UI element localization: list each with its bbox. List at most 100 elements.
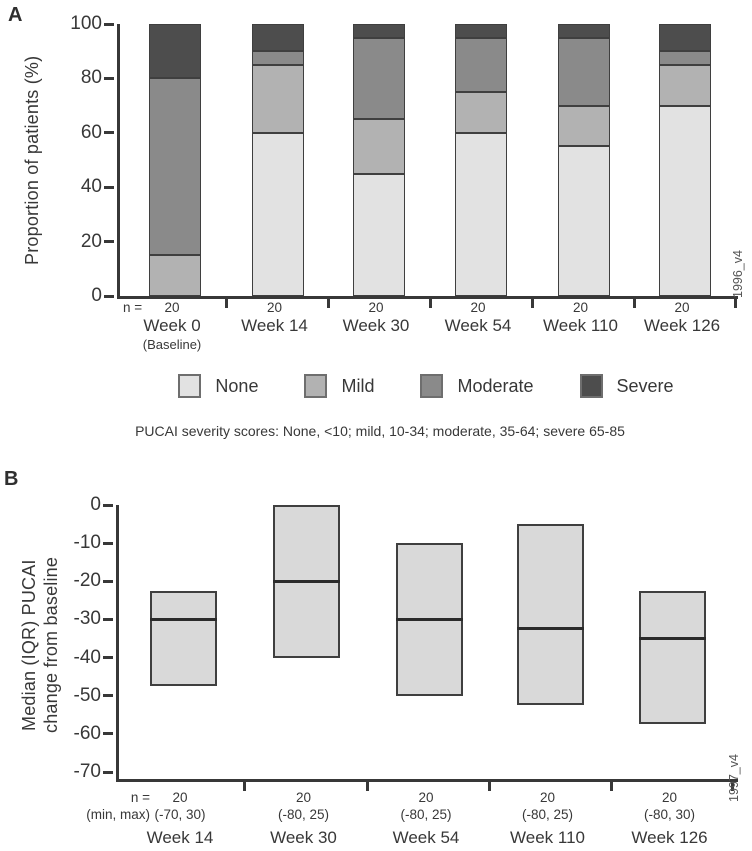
bar-segment-mild bbox=[353, 119, 405, 174]
legend-item-none: None bbox=[178, 374, 258, 398]
panel-b-n-equals-label: n = bbox=[130, 790, 150, 805]
panel-a-plot-area: 0 20 40 60 80 100 bbox=[70, 13, 738, 308]
panel-b-week-label: Week 110 bbox=[510, 828, 585, 847]
panel-a-category-labels: n = 20 Week 0 (Baseline) 20 Week 14 20 Week 30 2… bbox=[117, 299, 735, 359]
legend-item-moderate: Moderate bbox=[420, 374, 534, 398]
panel-b-y-tick-label: -50 bbox=[73, 684, 101, 706]
legend-item-severe: Severe bbox=[579, 374, 674, 398]
bar-segment-mild bbox=[149, 255, 201, 296]
panel-a-side-watermark: 1996_v4 bbox=[731, 250, 745, 298]
panel-a-week-label: Week 0 bbox=[143, 316, 201, 335]
panel-a-y-tick-label: 100 bbox=[70, 13, 102, 34]
panel-b-y-tick bbox=[103, 770, 113, 774]
panel-b-y-tick-label: -20 bbox=[73, 570, 101, 592]
panel-b-n-value: 20 bbox=[539, 790, 556, 805]
median-line bbox=[395, 617, 463, 621]
bar-segment-severe bbox=[659, 24, 711, 52]
panel-a-week-label: Week 110 bbox=[543, 316, 618, 335]
panel-b-minmax-value: (-80, 30) bbox=[643, 807, 696, 822]
panel-b-y-tick bbox=[103, 541, 113, 545]
panel-b-y-tick-label: -70 bbox=[73, 761, 101, 782]
bar-segment-severe bbox=[149, 24, 201, 79]
bar-segment-moderate bbox=[149, 78, 201, 256]
panel-a-y-tick-label: 0 bbox=[91, 285, 102, 306]
panel-a-n-value: 20 bbox=[266, 300, 283, 315]
panel-b-week-label: Week 14 bbox=[146, 828, 214, 847]
panel-a-y-tick-label: 80 bbox=[80, 67, 102, 89]
bar-segment-none bbox=[659, 105, 711, 296]
legend-label-severe: Severe bbox=[616, 375, 674, 396]
legend-label-moderate: Moderate bbox=[457, 375, 534, 396]
bar-segment-severe bbox=[557, 24, 610, 38]
panel-b-week-label: Week 54 bbox=[392, 828, 460, 847]
panel-b-minmax-value: (-80, 25) bbox=[400, 807, 452, 822]
panel-b-category-labels: n = (min, max) 20 (-70, 30) Week 14 20 (-80, 2… bbox=[86, 790, 735, 850]
panel-b-x-tick bbox=[610, 782, 613, 791]
bar-segment-none bbox=[455, 132, 507, 296]
legend-swatch-none bbox=[178, 374, 202, 398]
panel-a-y-axis-label: Proportion of patients (%) bbox=[22, 55, 42, 265]
panel-a-x-tick bbox=[734, 299, 737, 308]
panel-a-week-label: Week 30 bbox=[342, 316, 410, 335]
bar-segment-moderate bbox=[557, 37, 610, 106]
panel-a-n-value: 20 bbox=[164, 300, 180, 315]
panel-a-y-tick bbox=[104, 240, 114, 244]
panel-b-n-value: 20 bbox=[418, 790, 434, 805]
panel-a-x-tick bbox=[632, 299, 636, 308]
panel-b-n-value: 20 bbox=[172, 790, 188, 805]
median-line bbox=[639, 637, 706, 640]
panel-b-y-tick-label: -60 bbox=[73, 722, 101, 744]
panel-b-side-watermark: 1997_v4 bbox=[727, 754, 741, 802]
panel-a-week-label: Week 54 bbox=[444, 316, 512, 335]
panel-a-y-tick bbox=[104, 294, 114, 298]
panel-b-x-tick bbox=[488, 782, 492, 791]
panel-a-y-tick bbox=[104, 22, 114, 26]
panel-b-y-tick-label: -30 bbox=[73, 608, 101, 630]
panel-a-n-equals-label: n = bbox=[123, 300, 143, 315]
median-line bbox=[517, 627, 584, 631]
panel-b-y-tick bbox=[103, 503, 113, 507]
panel-b-y-axis-label-line1: Median (IQR) PUCAI bbox=[19, 559, 39, 731]
panel-b-y-tick-label: -10 bbox=[73, 532, 101, 554]
legend-item-mild: Mild bbox=[304, 374, 374, 398]
legend-label-none: None bbox=[215, 375, 259, 396]
legend-swatch-mild bbox=[304, 374, 328, 398]
panel-b-minmax-value: (-80, 25) bbox=[277, 807, 330, 822]
bar-segment-moderate bbox=[251, 51, 304, 65]
panel-b-week-label: Week 126 bbox=[631, 828, 708, 847]
panel-a-week-label: Week 126 bbox=[643, 316, 721, 335]
bar-segment-none bbox=[251, 132, 304, 296]
panel-b-y-tick bbox=[103, 617, 113, 621]
legend-swatch-moderate bbox=[420, 374, 444, 398]
bar-segment-mild bbox=[659, 64, 711, 106]
panel-a-y-tick bbox=[104, 131, 114, 135]
bar-segment-severe bbox=[353, 24, 405, 38]
panel-a-x-tick bbox=[428, 299, 432, 308]
bar-segment-mild bbox=[455, 92, 507, 133]
bar-segment-mild bbox=[557, 105, 610, 147]
iqr-box bbox=[639, 590, 706, 725]
iqr-box bbox=[517, 524, 584, 706]
panel-a-x-tick bbox=[326, 299, 330, 308]
bar-segment-none bbox=[353, 173, 405, 296]
bar-segment-moderate bbox=[659, 51, 711, 65]
panel-b-week-label: Week 30 bbox=[270, 828, 337, 847]
panel-b-y-tick bbox=[103, 656, 113, 660]
panel-b-y-tick bbox=[103, 694, 113, 698]
panel-b-minmax-value: (-70, 30) bbox=[154, 807, 206, 822]
panel-a-y-tick-label: 40 bbox=[80, 176, 102, 198]
panel-a-n-value: 20 bbox=[674, 300, 690, 315]
legend-swatch-severe bbox=[579, 374, 603, 398]
panel-a-x-tick bbox=[530, 299, 534, 308]
panel-b-x-tick bbox=[366, 782, 370, 791]
panel-a-n-value: 20 bbox=[368, 300, 384, 315]
panel-a-week-label: Week 14 bbox=[241, 316, 308, 335]
bar-segment-moderate bbox=[455, 37, 507, 92]
panel-b-n-value: 20 bbox=[295, 790, 312, 805]
panel-b-minmax-label: (min, max) bbox=[86, 807, 150, 822]
panel-a-y-tick bbox=[104, 185, 114, 189]
panel-b-x-tick bbox=[243, 782, 247, 791]
bar-segment-severe bbox=[455, 24, 507, 38]
panel-a-label: A bbox=[8, 4, 23, 26]
